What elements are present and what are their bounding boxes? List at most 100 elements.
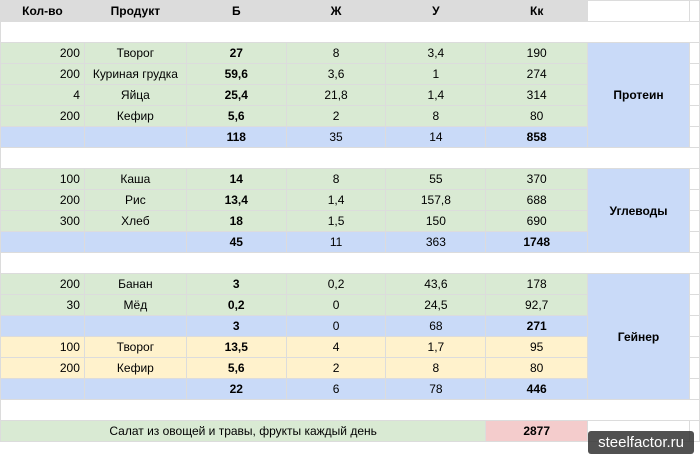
carb-cell[interactable]: 3,4 xyxy=(385,42,487,64)
grand-total[interactable]: 2877 xyxy=(485,420,589,442)
fat-cell[interactable]: 1,5 xyxy=(285,210,387,232)
qty-cell[interactable]: 200 xyxy=(0,42,85,64)
qty-cell[interactable]: 200 xyxy=(0,105,85,127)
total-carb[interactable]: 14 xyxy=(385,126,487,148)
header-b[interactable]: Б xyxy=(185,0,287,22)
product-cell[interactable]: Куриная грудка xyxy=(83,63,187,85)
kcal-cell[interactable]: 95 xyxy=(485,336,589,358)
kcal-cell[interactable]: 92,7 xyxy=(485,294,589,316)
fat-cell[interactable]: 4 xyxy=(285,336,387,358)
qty-cell[interactable]: 200 xyxy=(0,189,85,211)
product-cell[interactable]: Мёд xyxy=(83,294,187,316)
qty-cell[interactable]: 300 xyxy=(0,210,85,232)
qty-cell[interactable]: 30 xyxy=(0,294,85,316)
fat-cell[interactable]: 0 xyxy=(285,294,387,316)
protein-cell[interactable]: 5,6 xyxy=(185,105,287,127)
header-product[interactable]: Продукт xyxy=(83,0,187,22)
total-fat[interactable]: 6 xyxy=(285,378,387,400)
protein-cell[interactable]: 18 xyxy=(185,210,287,232)
kcal-cell[interactable]: 190 xyxy=(485,42,589,64)
table-row: 200 Творог 27 8 3,4 190 Протеин xyxy=(0,42,700,148)
subtotal-kcal[interactable]: 271 xyxy=(485,315,589,337)
carb-cell[interactable]: 1,4 xyxy=(385,84,487,106)
product-cell[interactable]: Кефир xyxy=(83,105,187,127)
product-cell[interactable]: Яйца xyxy=(83,84,187,106)
subtotal-carb[interactable]: 68 xyxy=(385,315,487,337)
qty-cell[interactable]: 200 xyxy=(0,357,85,379)
group-label-gainer[interactable]: Гейнер xyxy=(587,273,690,400)
carb-cell[interactable]: 1 xyxy=(385,63,487,85)
protein-cell[interactable]: 13,4 xyxy=(185,189,287,211)
total-kcal[interactable]: 446 xyxy=(485,378,589,400)
carb-cell[interactable]: 24,5 xyxy=(385,294,487,316)
subtotal-fat[interactable]: 0 xyxy=(285,315,387,337)
product-cell[interactable]: Каша xyxy=(83,168,187,190)
product-cell[interactable]: Банан xyxy=(83,273,187,295)
qty-cell[interactable]: 100 xyxy=(0,336,85,358)
fat-cell[interactable]: 21,8 xyxy=(285,84,387,106)
empty-cell[interactable] xyxy=(587,0,690,22)
header-zh[interactable]: Ж xyxy=(285,0,387,22)
carb-cell[interactable]: 8 xyxy=(385,357,487,379)
product-cell[interactable]: Рис xyxy=(83,189,187,211)
fat-cell[interactable]: 2 xyxy=(285,357,387,379)
total-row: 45 11 363 1748 xyxy=(0,231,700,253)
table-row: 200 Кефир 5,6 2 8 80 xyxy=(0,105,700,127)
fat-cell[interactable]: 8 xyxy=(285,42,387,64)
carb-cell[interactable]: 55 xyxy=(385,168,487,190)
header-qty[interactable]: Кол-во xyxy=(0,0,85,22)
subtotal-protein[interactable]: 3 xyxy=(185,315,287,337)
protein-cell[interactable]: 25,4 xyxy=(185,84,287,106)
protein-cell[interactable]: 0,2 xyxy=(185,294,287,316)
group-label-protein[interactable]: Протеин xyxy=(587,42,690,148)
protein-cell[interactable]: 5,6 xyxy=(185,357,287,379)
kcal-cell[interactable]: 688 xyxy=(485,189,589,211)
kcal-cell[interactable]: 80 xyxy=(485,105,589,127)
protein-cell[interactable]: 59,6 xyxy=(185,63,287,85)
group-label-carbs[interactable]: Углеводы xyxy=(587,168,690,253)
product-cell[interactable]: Творог xyxy=(83,42,187,64)
fat-cell[interactable]: 0,2 xyxy=(285,273,387,295)
header-u[interactable]: У xyxy=(385,0,487,22)
carb-cell[interactable]: 150 xyxy=(385,210,487,232)
total-carb[interactable]: 363 xyxy=(385,231,487,253)
kcal-cell[interactable]: 690 xyxy=(485,210,589,232)
fat-cell[interactable]: 3,6 xyxy=(285,63,387,85)
kcal-cell[interactable]: 178 xyxy=(485,273,589,295)
kcal-cell[interactable]: 314 xyxy=(485,84,589,106)
total-protein[interactable]: 45 xyxy=(185,231,287,253)
total-fat[interactable]: 11 xyxy=(285,231,387,253)
protein-cell[interactable]: 14 xyxy=(185,168,287,190)
header-row: Кол-во Продукт Б Ж У Кк xyxy=(0,0,700,22)
kcal-cell[interactable]: 80 xyxy=(485,357,589,379)
protein-cell[interactable]: 13,5 xyxy=(185,336,287,358)
fat-cell[interactable]: 2 xyxy=(285,105,387,127)
qty-cell[interactable]: 100 xyxy=(0,168,85,190)
fat-cell[interactable]: 8 xyxy=(285,168,387,190)
total-fat[interactable]: 35 xyxy=(285,126,387,148)
total-protein[interactable]: 118 xyxy=(185,126,287,148)
product-cell[interactable]: Хлеб xyxy=(83,210,187,232)
kcal-cell[interactable]: 274 xyxy=(485,63,589,85)
qty-cell[interactable]: 200 xyxy=(0,273,85,295)
qty-cell[interactable]: 200 xyxy=(0,63,85,85)
product-cell[interactable]: Творог xyxy=(83,336,187,358)
carb-cell[interactable]: 1,7 xyxy=(385,336,487,358)
protein-cell[interactable]: 3 xyxy=(185,273,287,295)
carb-cell[interactable]: 43,6 xyxy=(385,273,487,295)
total-kcal[interactable]: 1748 xyxy=(485,231,589,253)
carb-cell[interactable]: 8 xyxy=(385,105,487,127)
protein-cell[interactable]: 27 xyxy=(185,42,287,64)
qty-cell[interactable]: 4 xyxy=(0,84,85,106)
footer-row: Салат из овощей и травы, фрукты каждый д… xyxy=(0,420,700,442)
total-kcal[interactable]: 858 xyxy=(485,126,589,148)
header-kk[interactable]: Кк xyxy=(485,0,589,22)
fat-cell[interactable]: 1,4 xyxy=(285,189,387,211)
footer-note[interactable]: Салат из овощей и травы, фрукты каждый д… xyxy=(0,420,487,442)
total-protein[interactable]: 22 xyxy=(185,378,287,400)
product-cell[interactable]: Кефир xyxy=(83,357,187,379)
kcal-cell[interactable]: 370 xyxy=(485,168,589,190)
table-row: 300 Хлеб 18 1,5 150 690 xyxy=(0,210,700,232)
carb-cell[interactable]: 157,8 xyxy=(385,189,487,211)
total-carb[interactable]: 78 xyxy=(385,378,487,400)
